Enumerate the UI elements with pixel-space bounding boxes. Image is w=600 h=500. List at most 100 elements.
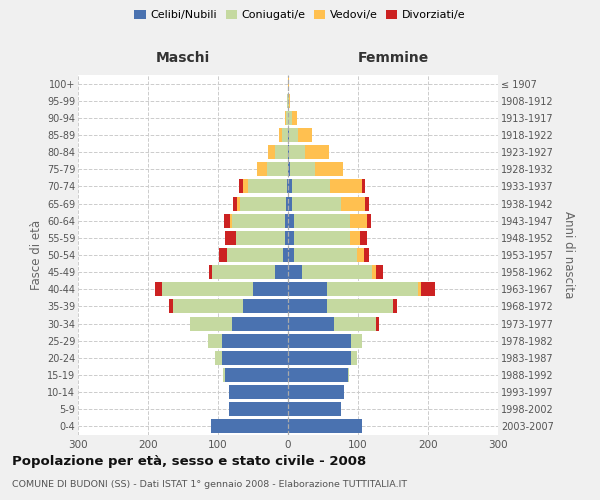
Bar	[288, 214, 293, 228]
Bar	[283, 248, 288, 262]
Bar	[288, 231, 293, 245]
Bar	[284, 214, 288, 228]
Bar	[292, 180, 330, 194]
Bar	[364, 248, 369, 262]
Bar	[253, 282, 288, 296]
Bar	[421, 282, 435, 296]
Bar	[292, 111, 297, 125]
Bar	[334, 316, 376, 330]
Bar	[347, 368, 349, 382]
Bar	[208, 334, 221, 347]
Bar	[288, 300, 326, 314]
Bar	[293, 214, 350, 228]
Bar	[215, 351, 221, 365]
Bar	[293, 231, 350, 245]
Bar	[275, 145, 288, 159]
Bar	[288, 128, 289, 142]
Bar	[232, 214, 284, 228]
Bar	[289, 128, 298, 142]
Bar	[286, 196, 288, 210]
Bar	[289, 145, 305, 159]
Bar	[232, 316, 288, 330]
Bar	[267, 162, 288, 176]
Bar	[393, 300, 397, 314]
Bar	[376, 265, 383, 279]
Y-axis label: Anni di nascita: Anni di nascita	[562, 212, 575, 298]
Bar	[288, 402, 341, 416]
Bar	[288, 316, 334, 330]
Bar	[350, 214, 367, 228]
Bar	[326, 282, 418, 296]
Bar	[288, 282, 326, 296]
Bar	[288, 94, 289, 108]
Bar	[190, 316, 232, 330]
Text: Popolazione per età, sesso e stato civile - 2008: Popolazione per età, sesso e stato civil…	[12, 455, 366, 468]
Bar	[233, 196, 237, 210]
Bar	[288, 334, 351, 347]
Bar	[288, 248, 293, 262]
Bar	[287, 94, 288, 108]
Bar	[279, 128, 283, 142]
Bar	[288, 196, 292, 210]
Bar	[227, 248, 283, 262]
Bar	[239, 180, 242, 194]
Bar	[293, 248, 356, 262]
Bar	[341, 196, 365, 210]
Bar	[292, 196, 341, 210]
Bar	[288, 265, 302, 279]
Bar	[288, 111, 292, 125]
Bar	[361, 180, 365, 194]
Bar	[257, 162, 267, 176]
Bar	[224, 214, 230, 228]
Bar	[173, 300, 242, 314]
Bar	[225, 368, 288, 382]
Bar	[376, 316, 379, 330]
Bar	[330, 180, 361, 194]
Text: Femmine: Femmine	[358, 51, 428, 65]
Bar	[356, 248, 364, 262]
Bar	[288, 180, 292, 194]
Bar	[302, 265, 372, 279]
Bar	[162, 282, 253, 296]
Bar	[288, 76, 289, 90]
Bar	[237, 196, 241, 210]
Bar	[225, 231, 235, 245]
Bar	[287, 180, 288, 194]
Bar	[289, 94, 290, 108]
Bar	[221, 351, 288, 365]
Bar	[241, 196, 286, 210]
Bar	[223, 368, 225, 382]
Text: Maschi: Maschi	[156, 51, 210, 65]
Bar	[351, 334, 361, 347]
Bar	[298, 128, 312, 142]
Bar	[209, 265, 212, 279]
Bar	[326, 300, 393, 314]
Bar	[229, 385, 288, 399]
Bar	[360, 231, 367, 245]
Bar	[248, 180, 287, 194]
Bar	[242, 300, 288, 314]
Bar	[288, 385, 344, 399]
Bar	[288, 162, 290, 176]
Bar	[288, 368, 347, 382]
Bar	[288, 145, 289, 159]
Bar	[288, 420, 361, 434]
Bar	[211, 420, 288, 434]
Bar	[286, 111, 288, 125]
Bar	[290, 162, 314, 176]
Bar	[351, 351, 356, 365]
Bar	[305, 145, 329, 159]
Bar	[218, 248, 227, 262]
Bar	[365, 196, 368, 210]
Bar	[314, 162, 343, 176]
Bar	[367, 214, 371, 228]
Text: COMUNE DI BUDONI (SS) - Dati ISTAT 1° gennaio 2008 - Elaborazione TUTTITALIA.IT: COMUNE DI BUDONI (SS) - Dati ISTAT 1° ge…	[12, 480, 407, 489]
Bar	[372, 265, 376, 279]
Bar	[284, 231, 288, 245]
Bar	[212, 265, 275, 279]
Bar	[230, 214, 232, 228]
Bar	[284, 111, 286, 125]
Bar	[275, 265, 288, 279]
Bar	[418, 282, 421, 296]
Bar	[235, 231, 284, 245]
